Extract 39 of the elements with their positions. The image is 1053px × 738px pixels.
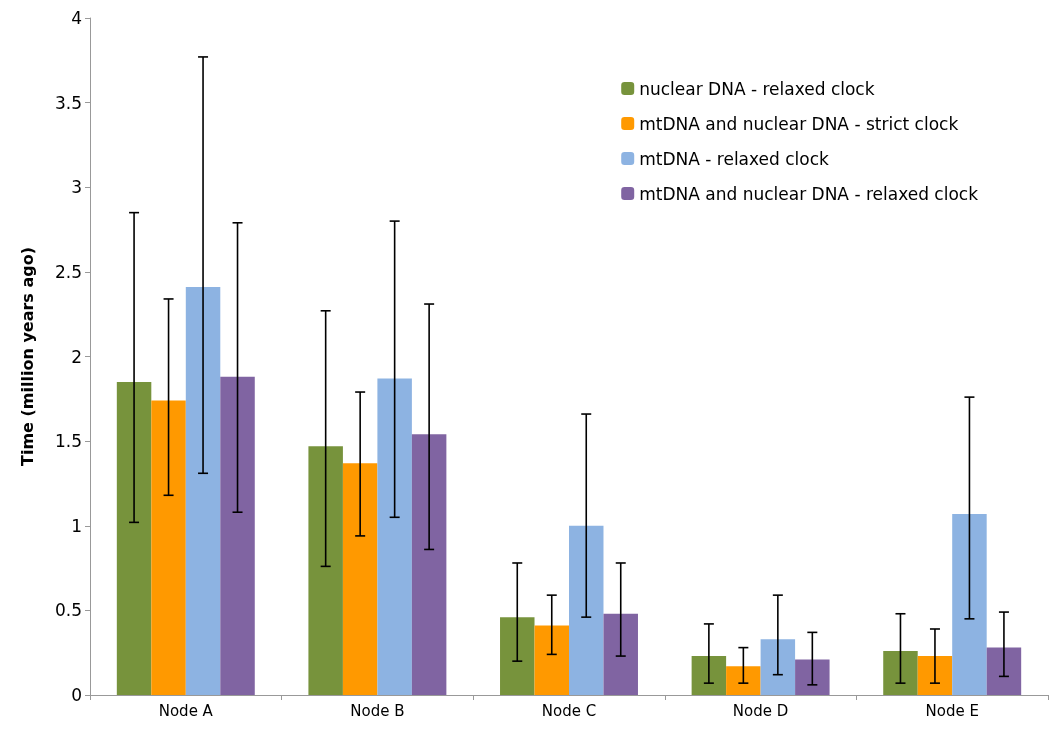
y-tick-label: 0	[71, 685, 82, 705]
y-tick-label: 4	[71, 8, 82, 28]
bar	[795, 659, 830, 695]
bar	[377, 378, 412, 695]
legend-label: mtDNA and nuclear DNA - strict clock	[639, 113, 959, 134]
x-tick-label: Node A	[158, 701, 214, 720]
bar	[917, 656, 953, 695]
bar	[952, 513, 987, 695]
bar	[726, 666, 761, 695]
bar	[500, 617, 535, 695]
y-tick-label: 2.5	[54, 261, 82, 282]
y-tick-label: 1	[71, 515, 82, 536]
bar	[151, 400, 186, 695]
bar	[691, 656, 727, 695]
y-tick-label: 3	[71, 177, 82, 198]
x-tick-label: Node D	[732, 701, 789, 720]
bar	[986, 647, 1022, 695]
y-axis-title: Time (million years ago)	[17, 247, 37, 466]
bar	[116, 381, 152, 695]
bar	[569, 525, 604, 695]
bar	[760, 639, 796, 695]
bar	[411, 434, 447, 695]
y-tick-label: 0.5	[54, 600, 82, 621]
legend-label: mtDNA and nuclear DNA - relaxed clock	[639, 183, 979, 204]
y-tick-label: 3.5	[54, 92, 82, 113]
bar	[603, 613, 638, 695]
x-tick-label: Node E	[925, 701, 979, 720]
bar	[883, 651, 918, 695]
bar	[220, 376, 255, 695]
x-tick-label: Node C	[541, 701, 597, 720]
legend-label: mtDNA - relaxed clock	[639, 148, 830, 169]
bar	[534, 625, 569, 695]
y-tick-label: 1.5	[54, 431, 82, 452]
y-tick-label: 2	[71, 346, 82, 367]
x-tick-label: Node B	[350, 701, 405, 720]
legend-label: nuclear DNA - relaxed clock	[639, 78, 875, 99]
bar	[342, 463, 378, 695]
bar	[185, 287, 221, 695]
bar	[308, 446, 343, 695]
